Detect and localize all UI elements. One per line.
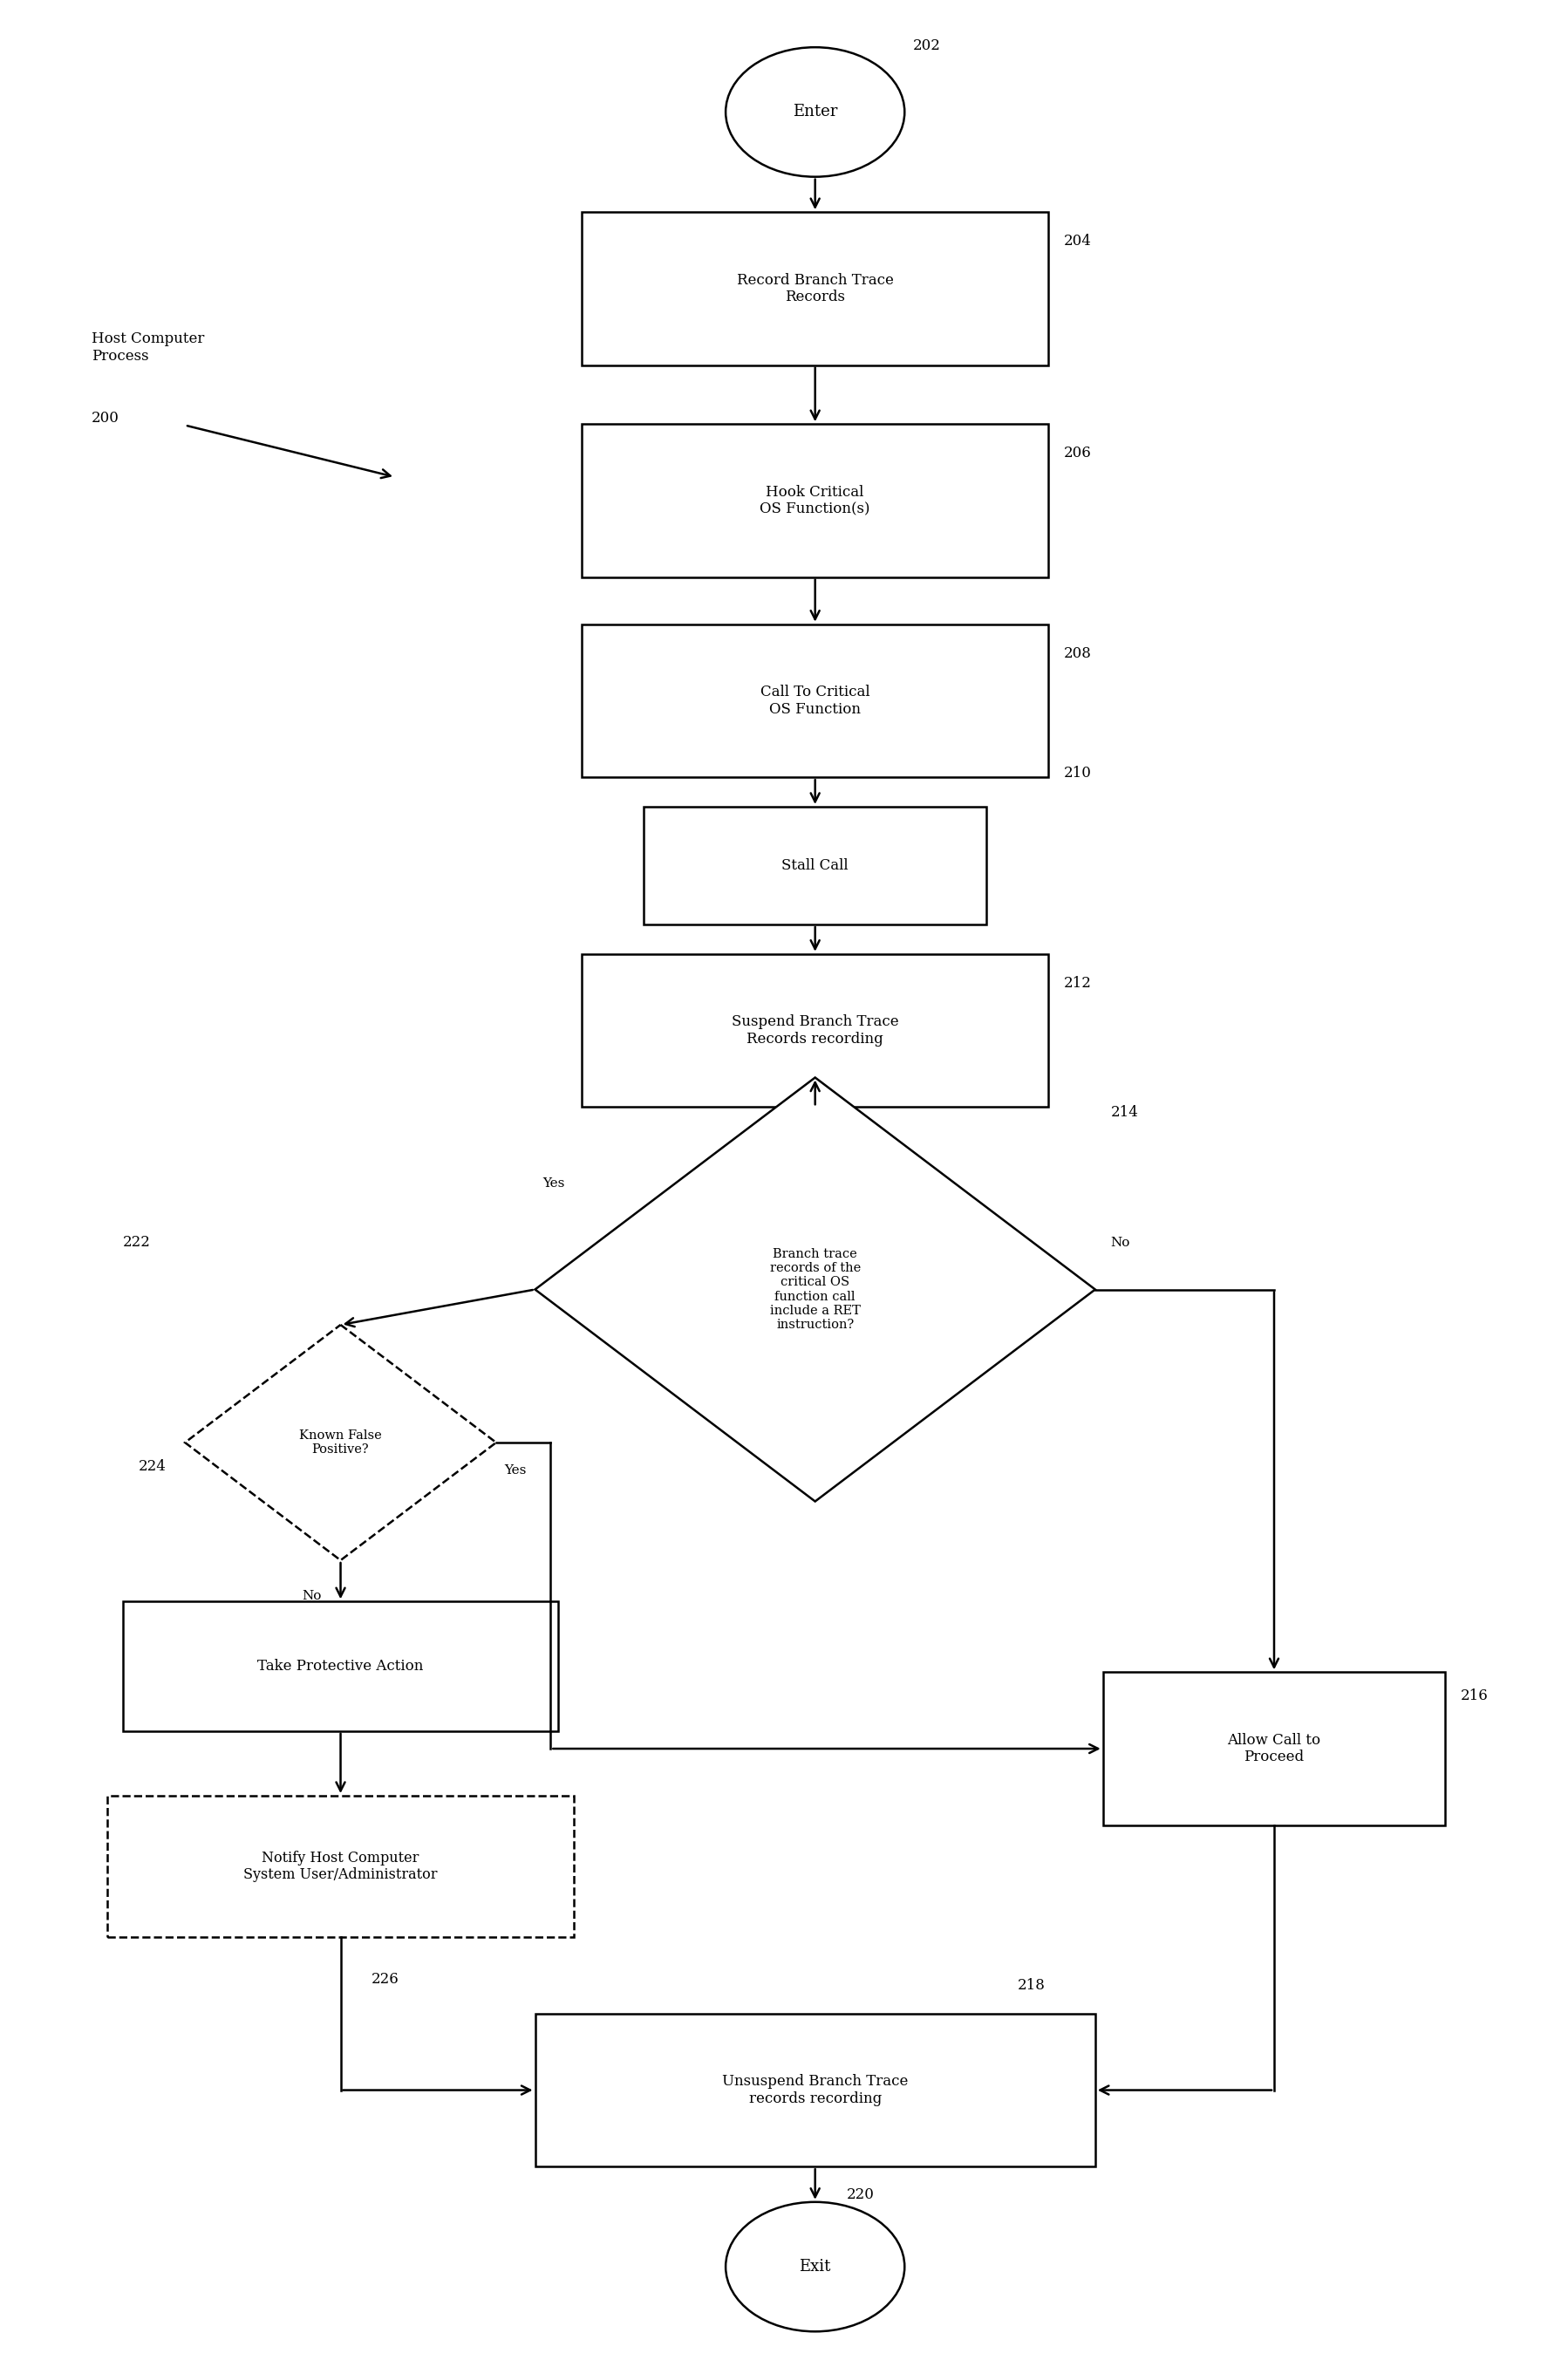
Text: Hook Critical
OS Function(s): Hook Critical OS Function(s) xyxy=(760,485,870,516)
Text: 216: 216 xyxy=(1461,1688,1488,1704)
Bar xyxy=(107,1797,574,1936)
Text: Exit: Exit xyxy=(800,2258,831,2275)
Bar xyxy=(1102,1671,1446,1825)
Ellipse shape xyxy=(726,47,905,178)
Text: 222: 222 xyxy=(122,1236,151,1250)
Bar xyxy=(582,424,1049,578)
Text: 204: 204 xyxy=(1065,234,1091,249)
Text: 218: 218 xyxy=(1018,1979,1046,1993)
Text: Notify Host Computer
System User/Administrator: Notify Host Computer System User/Adminis… xyxy=(243,1851,437,1882)
Bar xyxy=(582,213,1049,365)
Text: Allow Call to
Proceed: Allow Call to Proceed xyxy=(1228,1733,1320,1766)
Text: Yes: Yes xyxy=(503,1465,527,1477)
Text: 200: 200 xyxy=(91,412,119,426)
Text: Record Branch Trace
Records: Record Branch Trace Records xyxy=(737,272,894,305)
Text: 210: 210 xyxy=(1065,767,1091,781)
Text: Yes: Yes xyxy=(543,1176,564,1191)
Bar xyxy=(582,954,1049,1108)
Text: Stall Call: Stall Call xyxy=(782,859,848,873)
Text: Unsuspend Branch Trace
records recording: Unsuspend Branch Trace records recording xyxy=(723,2073,908,2107)
Polygon shape xyxy=(535,1077,1094,1501)
Text: 214: 214 xyxy=(1110,1105,1138,1120)
Text: 212: 212 xyxy=(1065,975,1091,992)
Text: 224: 224 xyxy=(138,1458,166,1475)
Text: Known False
Positive?: Known False Positive? xyxy=(299,1430,383,1456)
Bar xyxy=(644,807,986,925)
Text: 220: 220 xyxy=(847,2187,873,2201)
Text: 226: 226 xyxy=(372,1972,400,1986)
Text: Branch trace
records of the
critical OS
function call
include a RET
instruction?: Branch trace records of the critical OS … xyxy=(770,1247,861,1330)
Text: 202: 202 xyxy=(913,38,941,54)
Bar xyxy=(582,625,1049,776)
Text: Host Computer
Process: Host Computer Process xyxy=(91,331,204,365)
Text: Enter: Enter xyxy=(793,104,837,121)
Text: 206: 206 xyxy=(1065,445,1091,462)
Text: Suspend Branch Trace
Records recording: Suspend Branch Trace Records recording xyxy=(732,1015,898,1046)
Text: Call To Critical
OS Function: Call To Critical OS Function xyxy=(760,684,870,717)
Text: No: No xyxy=(1110,1236,1131,1247)
Bar xyxy=(535,2014,1094,2166)
Bar xyxy=(122,1602,558,1730)
Text: Take Protective Action: Take Protective Action xyxy=(257,1659,423,1673)
Polygon shape xyxy=(185,1326,495,1560)
Text: No: No xyxy=(301,1591,321,1602)
Ellipse shape xyxy=(726,2201,905,2331)
Text: 208: 208 xyxy=(1065,646,1091,660)
